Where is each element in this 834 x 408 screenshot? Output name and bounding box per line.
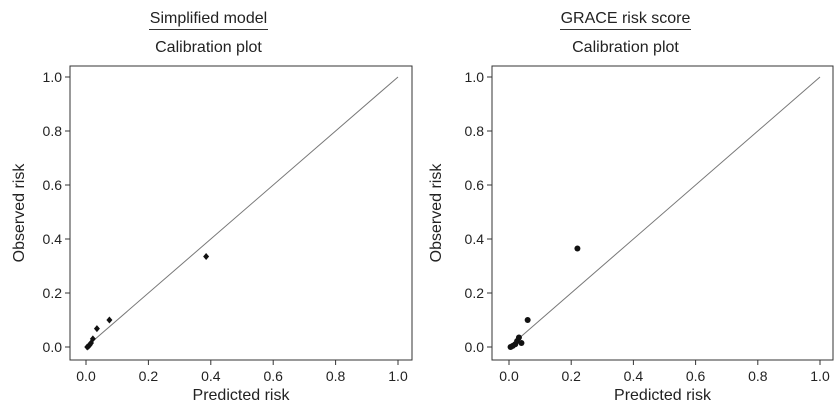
x-tick-label: 0.0 — [76, 368, 96, 384]
calibration-plot: 0.0 0.2 0.4 0.6 0.8 1.0 0.0 0.2 0.4 0.6 0.8 1.0 Pred… — [428, 65, 834, 404]
y-tick-label: 0.8 — [43, 123, 63, 139]
x-axis-label: Predicted risk — [614, 387, 712, 404]
chart-subtitle: Calibration plot — [572, 39, 679, 56]
data-point — [89, 335, 96, 343]
y-tick-label: 0.0 — [465, 339, 485, 355]
x-tick-label: 0.8 — [748, 368, 768, 384]
x-tick-label: 0.0 — [499, 368, 519, 384]
y-tick-label: 0.2 — [465, 285, 485, 301]
x-tick-label: 0.8 — [326, 368, 346, 384]
y-tick-label: 0.0 — [43, 339, 63, 355]
y-tick-label: 1.0 — [465, 69, 485, 85]
y-tick-label: 0.6 — [43, 177, 63, 193]
chart-subtitle: Calibration plot — [155, 39, 262, 56]
y-tick-label: 0.2 — [43, 285, 63, 301]
x-axis-label: Predicted risk — [193, 387, 291, 404]
y-axis-label: Observed risk — [428, 163, 445, 263]
data-point — [524, 317, 531, 323]
y-tick-label: 0.8 — [465, 123, 485, 139]
chart-title: Simplified model — [0, 10, 417, 30]
panel-grace-risk-score: GRACE risk score Calibration plot 0.0 0.2… — [417, 0, 834, 408]
reference-line — [508, 76, 821, 348]
y-tick-label: 1.0 — [43, 69, 63, 85]
x-tick-label: 0.2 — [561, 368, 581, 384]
data-point — [515, 334, 522, 341]
x-tick-label: 0.6 — [263, 368, 283, 384]
x-tick-label: 0.4 — [624, 368, 644, 384]
reference-line — [85, 76, 399, 348]
data-point — [203, 253, 210, 261]
x-tick-label: 1.0 — [810, 368, 830, 384]
chart-title: GRACE risk score — [417, 10, 834, 30]
x-tick-label: 0.4 — [201, 368, 221, 384]
y-tick-label: 0.4 — [465, 231, 485, 247]
y-axis-label: Observed risk — [11, 163, 28, 263]
calibration-plot: 0.0 0.2 0.4 0.6 0.8 1.0 0.0 0.2 0.4 0.6 0.8 1.0 Pred… — [11, 65, 413, 404]
x-tick-label: 0.2 — [139, 368, 159, 384]
panel-simplified-model: Simplified model Calibration plot 0.0 0.2… — [0, 10, 417, 404]
x-tick-label: 1.0 — [388, 368, 408, 384]
plot-frame — [491, 65, 834, 361]
data-point — [93, 325, 100, 333]
x-tick-label: 0.6 — [686, 368, 706, 384]
plot-frame — [69, 65, 413, 361]
data-point — [106, 316, 113, 324]
data-point — [518, 339, 525, 346]
y-tick-label: 0.6 — [465, 177, 485, 193]
y-tick-label: 0.4 — [43, 231, 63, 247]
data-point — [574, 245, 581, 252]
